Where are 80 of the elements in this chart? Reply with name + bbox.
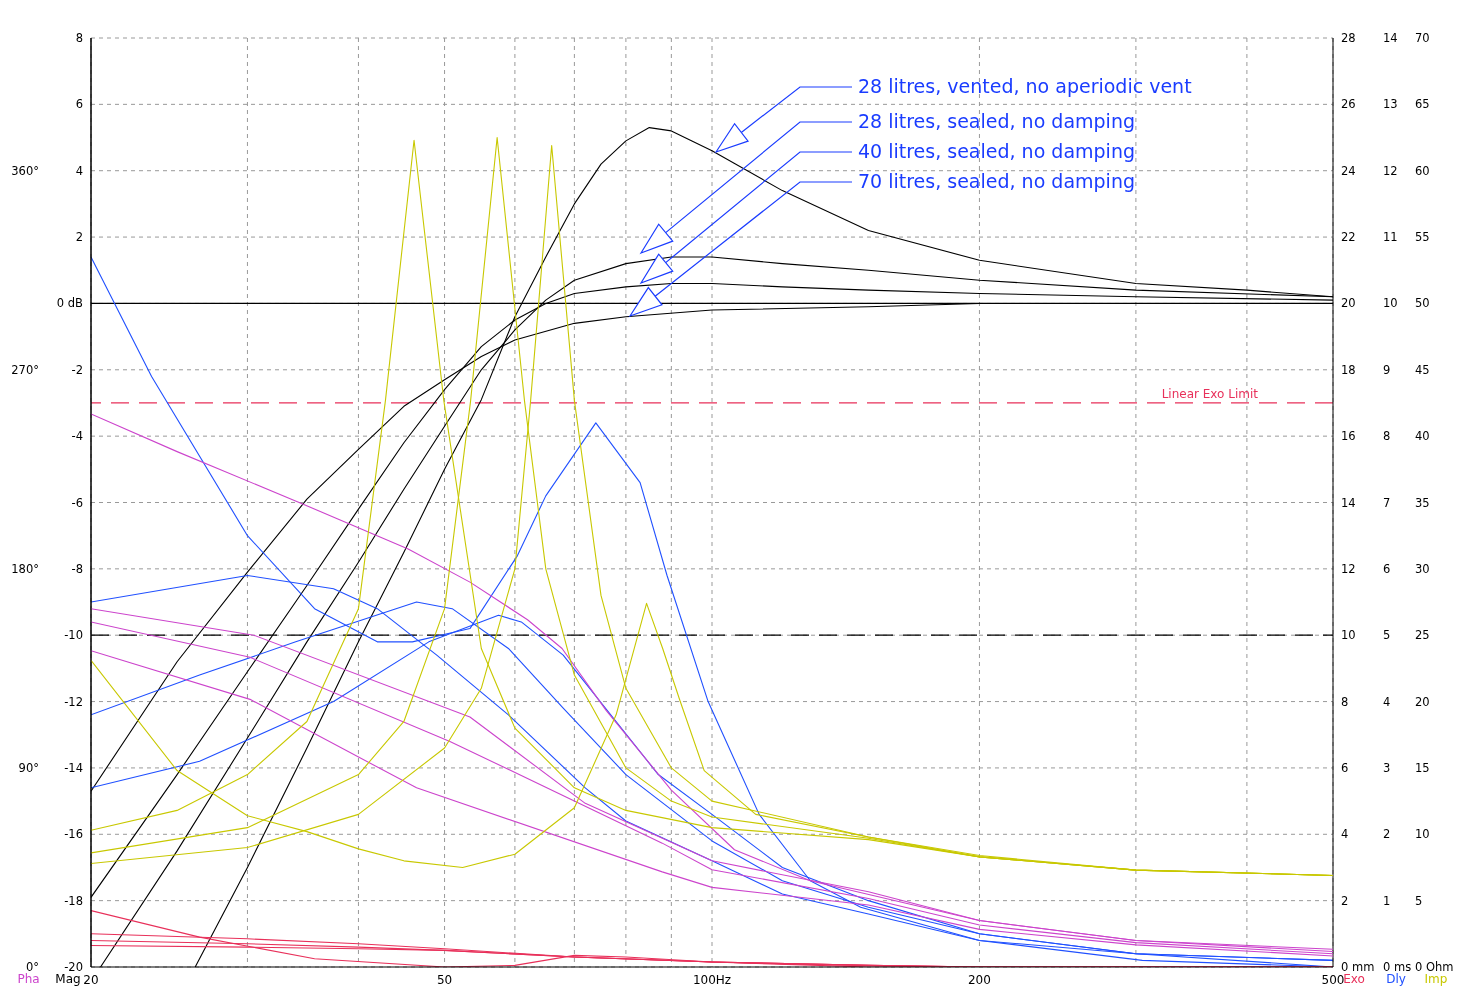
y-tick-label: -10	[64, 628, 83, 643]
y2-tick-label: 18	[1341, 362, 1356, 377]
x-tick-label: 100Hz	[692, 972, 732, 987]
y3-tick-label: 0 ms	[1383, 960, 1412, 974]
y2-tick-label: 15	[1415, 760, 1430, 775]
y2-tick-label: 10	[1341, 628, 1356, 643]
y2-tick-label: 20	[1341, 296, 1356, 311]
y2-tick-label: 10	[1415, 827, 1430, 842]
y2-tick-label: 0 mm	[1341, 960, 1375, 974]
y3-axis-title: Dly	[1386, 972, 1406, 986]
y-tick-label: 0°	[25, 960, 39, 974]
y2-tick-label: 20	[1415, 694, 1430, 709]
y3-tick-label: 11	[1383, 230, 1398, 245]
y2-tick-label: 28	[1341, 31, 1356, 45]
y-axis-title: Mag	[55, 972, 81, 986]
y3-tick-label: 7	[1383, 495, 1391, 510]
y-tick-label: 360°	[11, 163, 39, 178]
y3-tick-label: 10	[1383, 296, 1398, 311]
y3-tick-label: 12	[1383, 163, 1398, 178]
y-tick-label: -20	[64, 960, 83, 974]
y-tick-label: 270°	[11, 362, 39, 377]
x-tick-label: 200	[968, 972, 991, 987]
y-tick-label: 90°	[18, 760, 39, 775]
annotation: 40 litres, sealed, no damping	[858, 140, 1135, 162]
y2-tick-label: 26	[1341, 97, 1356, 112]
y3-tick-label: 13	[1383, 97, 1398, 112]
y2-tick-label: 25	[1415, 628, 1430, 643]
y2-axis-title: Exo	[1343, 972, 1365, 986]
y2-tick-label: 60	[1415, 163, 1430, 178]
y2-tick-label: 30	[1415, 561, 1430, 576]
y2-tick-label: 0 Ohm	[1415, 960, 1454, 974]
x-tick-label: 50	[436, 972, 453, 987]
annotation: 70 litres, sealed, no damping	[858, 170, 1135, 192]
y-tick-label: 4	[75, 163, 83, 178]
y-tick-label: -16	[64, 827, 83, 842]
y3-tick-label: 3	[1383, 760, 1391, 775]
y3-tick-label: 9	[1383, 362, 1391, 377]
y3-tick-label: 8	[1383, 429, 1391, 444]
y2-tick-label: 16	[1341, 429, 1356, 444]
y-tick-label: -12	[64, 694, 83, 709]
y-tick-label: 8	[75, 31, 83, 45]
y2-tick-label: 65	[1415, 97, 1430, 112]
y-tick-label: 180°	[11, 561, 39, 576]
y2-tick-label: 6	[1341, 760, 1349, 775]
y2-tick-label: 14	[1341, 495, 1356, 510]
y2-tick-label: 8	[1341, 694, 1349, 709]
y-tick-label: -4	[71, 429, 83, 444]
y-tick-label: -2	[71, 362, 83, 377]
y-axis-title: Pha	[17, 972, 40, 986]
y-tick-label: 0 dB	[56, 296, 84, 311]
y2-tick-label: 45	[1415, 362, 1430, 377]
y3-tick-label: 2	[1383, 827, 1391, 842]
annotation: 28 litres, sealed, no damping	[858, 110, 1135, 132]
annotation: 28 litres, vented, no aperiodic vent	[858, 75, 1192, 97]
y2-tick-label: 24	[1341, 163, 1356, 178]
y-tick-label: 6	[75, 97, 83, 112]
y3-tick-label: 4	[1383, 694, 1391, 709]
y3-tick-label: 1	[1383, 893, 1391, 908]
y2-tick-label: 70	[1415, 31, 1430, 45]
y-tick-label: -18	[64, 893, 83, 908]
y-tick-label: -14	[64, 760, 83, 775]
y2-tick-label: 2	[1341, 893, 1349, 908]
y-tick-label: -6	[71, 495, 83, 510]
y2-tick-label: 40	[1415, 429, 1430, 444]
ref-line-label: Linear Exo Limit	[1161, 386, 1259, 401]
y-tick-label: -8	[71, 561, 83, 576]
y2-tick-label: 12	[1341, 561, 1356, 576]
x-tick-label: 500	[1321, 972, 1345, 987]
y2-axis-title: Imp	[1424, 972, 1448, 986]
y2-tick-label: 55	[1415, 230, 1430, 245]
y2-tick-label: 35	[1415, 495, 1430, 510]
y3-tick-label: 6	[1383, 561, 1391, 576]
y2-tick-label: 50	[1415, 296, 1430, 311]
y3-tick-label: 5	[1383, 628, 1391, 643]
y-tick-label: 2	[75, 230, 83, 245]
y2-tick-label: 4	[1341, 827, 1349, 842]
x-tick-label: 20	[83, 972, 99, 987]
y2-tick-label: 22	[1341, 230, 1356, 245]
y3-tick-label: 14	[1383, 31, 1398, 45]
y2-tick-label: 5	[1415, 893, 1423, 908]
